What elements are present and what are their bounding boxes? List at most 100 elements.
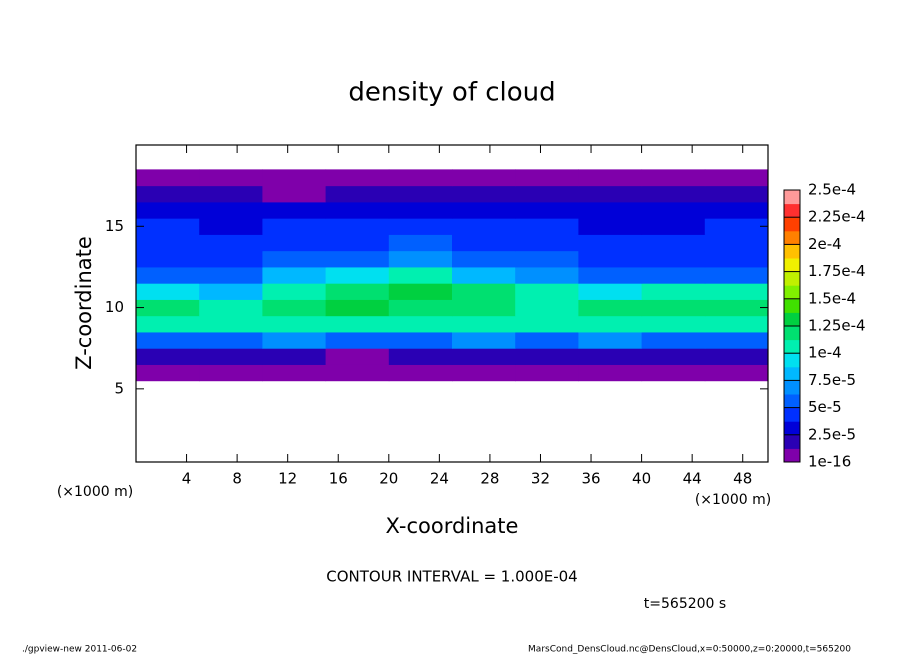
contour-interval: CONTOUR INTERVAL = 1.000E-04	[326, 568, 577, 586]
density-cell	[262, 234, 327, 252]
colorbar-swatch	[784, 353, 800, 368]
density-cell	[515, 218, 579, 235]
density-cell	[136, 299, 200, 317]
density-cell	[452, 315, 516, 333]
density-cell	[704, 348, 769, 365]
density-cell	[199, 299, 263, 317]
density-cell	[641, 169, 706, 187]
x-unit-label: (×1000 m)	[695, 492, 771, 508]
density-cell	[199, 250, 263, 268]
density-cell	[199, 283, 263, 300]
density-cell	[641, 185, 706, 203]
colorbar-label: 2e-4	[808, 235, 842, 253]
colorbar-swatch	[784, 271, 800, 286]
density-cell	[704, 201, 769, 219]
density-cell	[325, 201, 390, 219]
colorbar-swatch	[784, 326, 800, 341]
density-cell	[388, 348, 453, 365]
colorbar-swatch	[784, 339, 800, 354]
colorbar-swatch	[784, 285, 800, 300]
density-cell	[136, 234, 200, 252]
colorbar-swatch	[784, 258, 800, 273]
density-cell	[452, 266, 516, 284]
density-cell	[515, 299, 579, 317]
density-cell	[262, 201, 327, 219]
colorbar-label: 1.5e-4	[808, 289, 856, 307]
density-cell	[325, 299, 390, 317]
density-cell	[704, 331, 769, 349]
density-cell	[325, 283, 390, 300]
colorbar-label: 5e-5	[808, 398, 842, 416]
x-tick-label: 4	[182, 470, 192, 488]
colorbar-label: 2.5e-5	[808, 425, 856, 443]
density-cell	[704, 364, 769, 382]
density-cell	[199, 315, 263, 333]
colorbar-swatch	[784, 394, 800, 409]
density-cell	[262, 299, 327, 317]
chart-title: density of cloud	[348, 78, 555, 108]
density-cell	[515, 315, 579, 333]
density-cell	[325, 234, 390, 252]
colorbar-swatch	[784, 312, 800, 327]
density-cell	[704, 283, 769, 300]
density-cell	[388, 364, 453, 382]
density-cell	[136, 283, 200, 300]
density-cell	[515, 283, 579, 300]
density-cell	[452, 185, 516, 203]
x-tick-label: 16	[329, 470, 348, 488]
density-cell	[452, 201, 516, 219]
density-cell	[641, 250, 706, 268]
density-cell	[515, 266, 579, 284]
colorbar-swatch	[784, 407, 800, 422]
density-cell	[452, 283, 516, 300]
y-tick-label: 10	[105, 298, 124, 316]
density-cell	[262, 364, 327, 382]
x-tick-label: 20	[379, 470, 398, 488]
colorbar-swatch	[784, 421, 800, 436]
density-cell	[199, 331, 263, 349]
density-cell	[641, 283, 706, 300]
density-cell	[325, 364, 390, 382]
density-cell	[262, 185, 327, 203]
density-cell	[199, 364, 263, 382]
density-cell	[388, 266, 453, 284]
density-cell	[578, 266, 643, 284]
density-cell	[136, 169, 200, 187]
density-cell	[388, 185, 453, 203]
density-cell	[325, 315, 390, 333]
density-cell	[136, 348, 200, 365]
colorbar-swatch	[784, 434, 800, 449]
colorbar-swatch	[784, 448, 800, 463]
y-unit-label: (×1000 m)	[57, 484, 133, 500]
density-cell	[515, 364, 579, 382]
density-cell	[388, 283, 453, 300]
colorbar-swatch	[784, 298, 800, 313]
x-tick-label: 12	[278, 470, 297, 488]
density-cell	[199, 348, 263, 365]
density-cell	[515, 201, 579, 219]
density-cell	[515, 348, 579, 365]
density-cell	[325, 331, 390, 349]
density-cell	[388, 315, 453, 333]
density-cell	[388, 201, 453, 219]
x-tick-label: 28	[480, 470, 499, 488]
density-cell	[515, 250, 579, 268]
density-cell	[136, 250, 200, 268]
density-cell	[199, 201, 263, 219]
density-cell	[578, 185, 643, 203]
x-tick-label: 40	[632, 470, 651, 488]
colorbar-label: 1e-4	[808, 344, 842, 362]
density-cell	[578, 234, 643, 252]
density-cell	[388, 250, 453, 268]
colorbar-label: 1.75e-4	[808, 262, 866, 280]
x-axis-label: X-coordinate	[386, 514, 519, 538]
density-cell	[136, 185, 200, 203]
density-cell	[641, 315, 706, 333]
density-cell	[515, 185, 579, 203]
time-label: t=565200 s	[644, 596, 726, 612]
density-cell	[578, 201, 643, 219]
density-cell	[199, 218, 263, 235]
x-tick-label: 36	[581, 470, 600, 488]
density-cell	[452, 234, 516, 252]
density-cell	[136, 201, 200, 219]
